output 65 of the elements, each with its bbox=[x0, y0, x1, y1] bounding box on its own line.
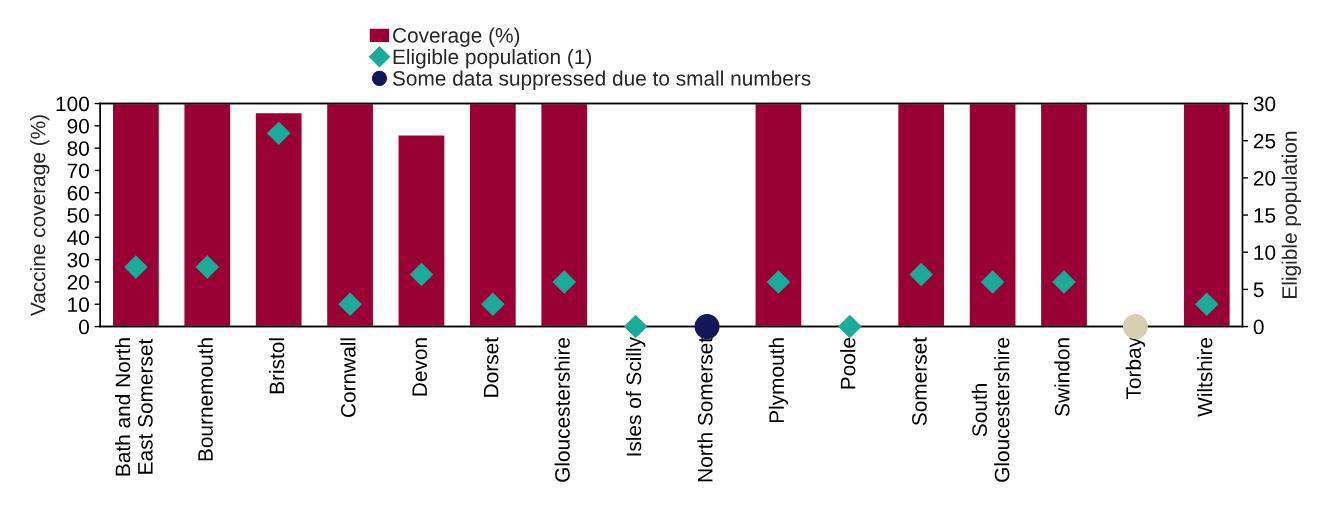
x-tick-label: Plymouth bbox=[768, 338, 789, 423]
y-tick-label: 0 bbox=[79, 319, 89, 335]
bar bbox=[539, 103, 589, 327]
point bbox=[481, 292, 505, 316]
y-tick-label: 80 bbox=[67, 141, 89, 156]
y2-tick-label: 0 bbox=[1253, 319, 1264, 335]
bar bbox=[968, 103, 1017, 327]
x-tick-label: Wiltshire bbox=[1197, 337, 1213, 417]
y-tick-label: 100 bbox=[56, 96, 89, 112]
point bbox=[1052, 270, 1076, 294]
bar bbox=[183, 103, 232, 327]
x-tick-label: Isles of Scilly bbox=[625, 337, 646, 456]
x-tick-label: Bath and North East Somerset bbox=[114, 338, 153, 476]
x-tick-label: Gloucestershire bbox=[554, 337, 570, 482]
y2-tick-label: 20 bbox=[1253, 170, 1276, 186]
y2-tick-label: 25 bbox=[1253, 133, 1276, 149]
x-tick-label: Devon bbox=[412, 338, 428, 396]
point bbox=[267, 121, 291, 145]
legend-label: Eligible population (1) bbox=[393, 48, 592, 69]
y2-tick-label: 15 bbox=[1254, 208, 1276, 223]
bar bbox=[1039, 103, 1089, 327]
point bbox=[624, 315, 648, 339]
y-axis-title: Vaccine coverage (%) bbox=[30, 115, 50, 317]
x-tick-label: Swindon bbox=[1054, 338, 1070, 416]
point bbox=[909, 263, 933, 287]
x-tick-label: Bristol bbox=[268, 338, 285, 394]
y-tick-label: 90 bbox=[67, 118, 89, 134]
bar bbox=[325, 103, 375, 327]
point bbox=[838, 315, 862, 339]
y-tick-label: 70 bbox=[67, 163, 89, 179]
legend-label: Some data suppressed due to small numbers bbox=[392, 70, 811, 90]
x-tick-label: Poole bbox=[840, 337, 856, 389]
point bbox=[195, 255, 219, 279]
bar bbox=[896, 103, 946, 327]
y2-axis-title: Eligible population bbox=[1281, 131, 1302, 298]
point bbox=[1195, 292, 1219, 316]
point bbox=[981, 270, 1005, 294]
x-tick-label: Somerset bbox=[912, 337, 927, 426]
y-tick-label: 40 bbox=[67, 230, 89, 246]
point bbox=[766, 270, 790, 294]
y2-tick-label: 5 bbox=[1253, 282, 1264, 298]
bar bbox=[111, 103, 161, 327]
x-tick-label: Bournemouth bbox=[197, 338, 213, 461]
y-tick-label: 10 bbox=[68, 297, 89, 313]
point bbox=[338, 292, 362, 316]
x-tick-label: Torbay bbox=[1125, 337, 1146, 400]
x-tick-label: North Somerset bbox=[697, 337, 713, 482]
y-tick-label: 60 bbox=[67, 185, 89, 201]
bar bbox=[397, 134, 446, 327]
y-tick-label: 20 bbox=[67, 274, 89, 290]
y-tick-label: 50 bbox=[67, 208, 89, 223]
y-tick-label: 30 bbox=[67, 252, 89, 268]
y2-tick-label: 10 bbox=[1254, 245, 1276, 260]
x-tick-label: Cornwall bbox=[340, 338, 356, 417]
point bbox=[552, 270, 576, 294]
bar bbox=[468, 103, 518, 327]
bar bbox=[254, 111, 303, 327]
x-tick-label: Dorset bbox=[483, 337, 499, 397]
bar bbox=[1182, 103, 1232, 327]
x-tick-label: South Gloucestershire bbox=[971, 337, 1010, 482]
legend-label: Coverage (%) bbox=[393, 27, 520, 47]
y2-tick-label: 30 bbox=[1253, 96, 1276, 112]
bar bbox=[754, 103, 803, 327]
point bbox=[409, 263, 433, 287]
point bbox=[124, 255, 148, 279]
